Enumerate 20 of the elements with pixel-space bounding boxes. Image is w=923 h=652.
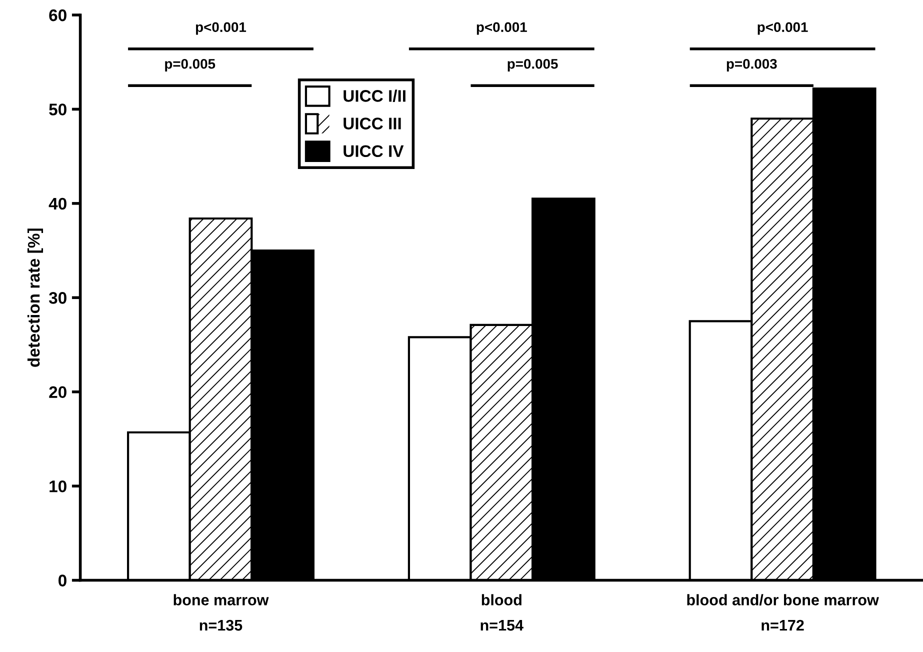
annotation: p=0.003 (726, 58, 777, 72)
legend-label: UICC IV (344, 145, 404, 158)
x-tick-label: blood and/or bone marrow n=172 (687, 594, 879, 631)
y-tick-label: 50 (49, 104, 66, 116)
annotation: p<0.001 (758, 22, 808, 35)
y-axis-title: detection rate [%] (27, 228, 44, 367)
legend-label: UICC I/II (344, 90, 406, 102)
x-tick-label: blood n=154 (480, 594, 524, 631)
y-tick-label: 0 (58, 574, 66, 586)
y-tick-label: 30 (48, 292, 66, 304)
annotation: p=0.005 (508, 58, 558, 72)
annotation: p=0.005 (165, 58, 216, 72)
y-tick-label: 10 (50, 480, 66, 492)
y-tick-label: 60 (49, 9, 66, 22)
annotation: p<0.001 (476, 22, 527, 35)
y-tick-label: 40 (48, 198, 66, 210)
legend-label: UICC III (344, 118, 401, 130)
annotation: p<0.001 (196, 22, 246, 35)
x-tick-label: bone marrow n=135 (174, 594, 269, 631)
y-tick-label: 20 (49, 386, 66, 398)
